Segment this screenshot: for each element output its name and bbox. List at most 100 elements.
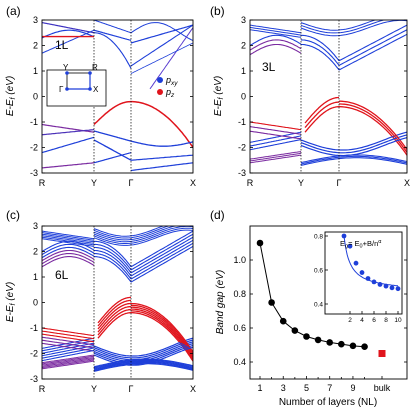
band-line: [93, 359, 193, 369]
inset-point: [389, 285, 395, 291]
band-pxy: [42, 29, 95, 54]
gap-line: [259, 242, 365, 348]
ytick-label: 1.0: [233, 255, 246, 265]
ytick-label: 3: [33, 15, 38, 25]
kpoint-label: Y: [91, 178, 97, 188]
band-pxy: [93, 139, 132, 161]
panel-d: (d) 0.40.60.81.01 3 5 7 9 bulk Band gap (eV) …: [210, 208, 408, 408]
band-line: [93, 337, 193, 357]
legend-pxy-marker: [157, 77, 163, 83]
bz-inset: Y R Γ X: [46, 63, 107, 107]
xtick-label: 5: [304, 383, 309, 393]
band-pz: [42, 162, 95, 169]
band-line: [42, 232, 95, 241]
band-line: [93, 339, 193, 359]
band-line: [97, 299, 131, 327]
kpoint-label: Γ: [129, 384, 134, 394]
panel-b-bands: [250, 20, 407, 166]
band-pxy: [42, 22, 95, 34]
panel-a-layer-tag: 1L: [55, 38, 69, 52]
gap-point: [279, 317, 287, 325]
panel-a-bands: [42, 20, 193, 172]
band-pxy: [130, 24, 193, 44]
panel-d-xlabel: Number of layers (NL): [279, 397, 377, 408]
band-line: [250, 126, 302, 135]
panel-d-frame: [249, 225, 408, 380]
panel-a-label: (a): [6, 4, 21, 18]
band-line: [250, 29, 302, 38]
band-line: [130, 302, 193, 353]
panel-a-ylabel: E-Ef (eV): [5, 76, 17, 116]
panel-c: (c) 3 2 1 0 -1 -2 -3R Y Γ X 6L E-Ef (eV): [5, 208, 196, 394]
gap-point: [314, 336, 322, 344]
inset-point: [347, 243, 353, 249]
band-pxy: [130, 24, 193, 67]
gap-point: [268, 299, 275, 306]
gap-point: [349, 342, 357, 350]
bulk-point: [378, 350, 386, 357]
band-line: [300, 154, 407, 164]
band-line: [339, 100, 407, 150]
band-line: [42, 349, 95, 362]
band-pxy: [93, 29, 132, 41]
kpoint-label: Y: [91, 384, 97, 394]
band-line: [94, 256, 132, 283]
band-pxy: [130, 22, 193, 41]
band-line: [42, 337, 95, 349]
ytick-label: 0.8: [233, 289, 246, 299]
gap-point: [291, 327, 299, 334]
band-pxy: [130, 42, 193, 74]
band-line: [42, 235, 95, 244]
kpoint-label: Γ: [129, 178, 134, 188]
band-line: [42, 246, 95, 259]
gap-point: [303, 333, 310, 340]
band-line: [300, 20, 377, 31]
band-line: [338, 29, 407, 66]
band-line: [93, 226, 165, 237]
band-line: [130, 233, 193, 271]
inset-point: [365, 276, 371, 281]
band-line: [131, 310, 193, 360]
band-line: [42, 336, 95, 346]
band-line: [338, 24, 407, 62]
ytick-label: -1: [30, 323, 38, 333]
band-line: [304, 106, 339, 133]
band-line: [42, 249, 95, 262]
gap-point: [326, 339, 334, 346]
panel-d-ylabel: Band gap (eV): [215, 270, 226, 335]
band-line: [42, 327, 95, 337]
band-line: [250, 154, 302, 164]
inset-point: [395, 286, 401, 292]
xtick-label: bulk: [374, 383, 391, 393]
band-line: [130, 308, 193, 358]
ytick-label: 1: [241, 66, 246, 76]
legend-pz-label: pz: [165, 87, 175, 99]
band-line: [42, 252, 95, 265]
ytick-label: -2: [30, 349, 38, 359]
inset-xtick-label: 10: [394, 317, 402, 324]
ytick-label: 0: [33, 298, 38, 308]
band-line: [94, 243, 132, 271]
kpoint-label: Y: [298, 178, 304, 188]
band-line: [93, 226, 178, 241]
band-line: [250, 130, 302, 140]
band-line: [94, 246, 132, 274]
band-line: [42, 360, 95, 370]
ytick-label: -2: [30, 143, 38, 153]
ytick-label: 2: [241, 41, 246, 51]
inset-xtick-label: 2: [348, 317, 352, 324]
panel-b-ylabel: E-Ef (eV): [213, 76, 225, 116]
band-pxy: [93, 130, 132, 142]
bz-gamma: Γ: [59, 85, 64, 94]
band-line: [250, 26, 302, 36]
band-pxy: [130, 162, 193, 172]
band-line: [42, 342, 95, 352]
bz-X: X: [93, 85, 99, 94]
band-line: [42, 358, 95, 367]
band-pxy: [42, 29, 95, 39]
inset-ytick-label: 0.8: [314, 234, 323, 241]
band-line: [250, 39, 302, 51]
band-line: [42, 340, 95, 352]
band-pxy: [149, 27, 193, 90]
